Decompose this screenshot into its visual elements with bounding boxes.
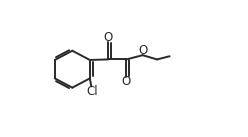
Text: O: O — [103, 31, 113, 44]
Text: O: O — [138, 44, 147, 57]
Text: Cl: Cl — [86, 85, 97, 98]
Text: O: O — [122, 75, 131, 88]
